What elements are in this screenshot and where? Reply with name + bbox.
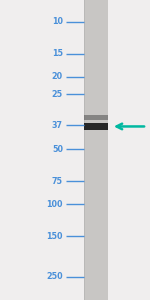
Text: 50: 50 xyxy=(52,145,63,154)
Bar xyxy=(84,0,85,300)
Bar xyxy=(84,123,108,130)
Text: 75: 75 xyxy=(52,177,63,186)
Bar xyxy=(84,0,108,300)
Text: 15: 15 xyxy=(52,50,63,58)
Text: 100: 100 xyxy=(46,200,63,208)
Text: 20: 20 xyxy=(52,72,63,81)
Text: 10: 10 xyxy=(52,17,63,26)
Text: 150: 150 xyxy=(46,232,63,241)
Text: 250: 250 xyxy=(46,272,63,281)
Text: 25: 25 xyxy=(52,90,63,99)
Bar xyxy=(84,116,108,120)
Text: 37: 37 xyxy=(52,121,63,130)
